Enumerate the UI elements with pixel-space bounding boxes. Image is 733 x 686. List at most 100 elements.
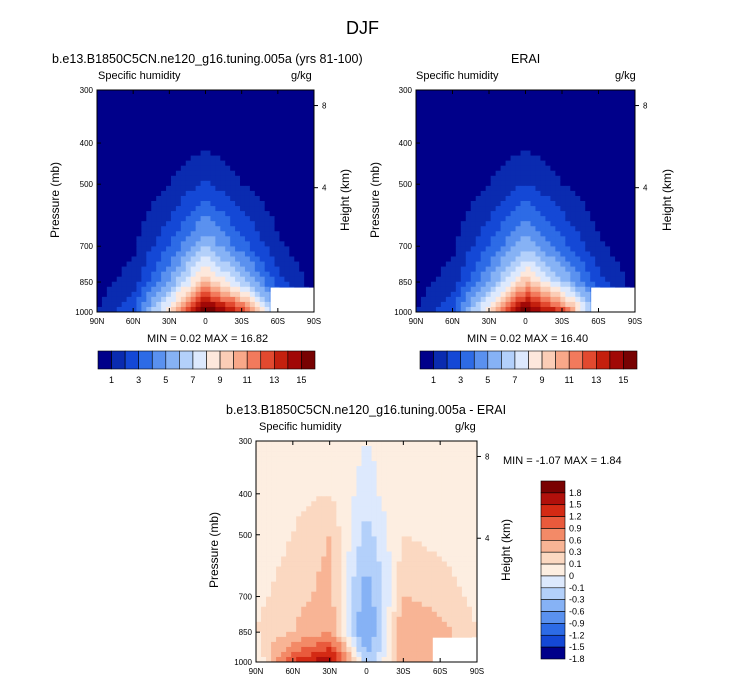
heatmap-cell [540, 261, 546, 267]
heatmap-cell [244, 201, 251, 207]
heatmap-cell [259, 135, 266, 141]
heatmap-cell [625, 236, 631, 242]
heatmap-cell [289, 180, 295, 187]
heatmap-cell [366, 446, 372, 452]
heatmap-cell [575, 246, 581, 252]
heatmap-cell [595, 125, 601, 131]
heatmap-cell [615, 236, 621, 242]
heatmap-cell [326, 481, 332, 487]
heatmap-cell [396, 441, 403, 447]
heatmap-cell [470, 281, 477, 288]
heatmap-cell [540, 165, 546, 172]
heatmap-cell [465, 160, 472, 167]
heatmap-cell [425, 175, 432, 182]
heatmap-cell [161, 170, 167, 177]
heatmap-cell [545, 251, 551, 257]
heatmap-cell [366, 531, 372, 537]
heatmap-cell [575, 276, 581, 283]
heatmap-cell [545, 261, 551, 267]
heatmap-cell [286, 521, 292, 527]
heatmap-cell [610, 226, 616, 232]
heatmap-cell [190, 125, 197, 131]
heatmap-cell [151, 266, 157, 273]
heatmap-cell [530, 115, 536, 121]
heatmap-cell [625, 241, 631, 247]
heatmap-cell [116, 95, 123, 101]
heatmap-cell [471, 441, 478, 447]
heatmap-cell [416, 155, 422, 162]
heatmap-cell [121, 195, 127, 202]
heatmap-cell [456, 536, 463, 542]
heatmap-cell [590, 155, 596, 162]
heatmap-cell [416, 306, 422, 313]
heatmap-cell [381, 476, 387, 482]
heatmap-cell [225, 221, 231, 227]
heatmap-cell [161, 261, 167, 267]
heatmap-cell [146, 246, 152, 252]
heatmap-cell [116, 216, 123, 222]
heatmap-cell [435, 175, 442, 182]
heatmap-cell [550, 231, 556, 237]
heatmap-cell [185, 150, 192, 156]
heatmap-cell [185, 296, 192, 303]
heatmap-cell [97, 236, 103, 242]
heatmap-cell [175, 160, 182, 167]
heatmap-cell [311, 441, 317, 447]
heatmap-cell [615, 140, 621, 146]
heatmap-cell [535, 120, 541, 126]
heatmap-cell [525, 190, 531, 197]
heatmap-cell [535, 140, 541, 146]
heatmap-cell [490, 95, 497, 101]
heatmap-cell [406, 516, 413, 522]
heatmap-cell [131, 120, 137, 126]
heatmap-cell [416, 120, 422, 126]
heatmap-cell [475, 140, 482, 146]
heatmap-cell [450, 241, 457, 247]
heatmap-cell [436, 541, 443, 547]
heatmap-cell [465, 221, 472, 227]
heatmap-cell [116, 241, 123, 247]
heatmap-cell [615, 281, 621, 288]
heatmap-cell [161, 241, 167, 247]
heatmap-cell [540, 256, 546, 262]
heatmap-cell [249, 216, 256, 222]
heatmap-cell [530, 251, 536, 257]
heatmap-cell [416, 115, 422, 121]
heatmap-cell [416, 221, 422, 227]
heatmap-cell [490, 145, 497, 151]
heatmap-cell [284, 90, 290, 96]
heatmap-cell [451, 471, 458, 477]
heatmap-cell [555, 165, 561, 172]
heatmap-cell [289, 266, 295, 273]
heatmap-cell [306, 476, 312, 482]
heatmap-cell [294, 145, 300, 151]
heatmap-cell [151, 256, 157, 262]
heatmap-cell [180, 195, 187, 202]
heatmap-cell [244, 271, 251, 278]
heatmap-cell [471, 501, 478, 507]
heatmap-cell [615, 165, 621, 172]
heatmap-cell [510, 251, 516, 257]
heatmap-cell [294, 100, 300, 106]
heatmap-cell [220, 105, 226, 111]
heatmap-cell [425, 190, 432, 197]
heatmap-cell [97, 185, 103, 192]
heatmap-cell [421, 486, 428, 492]
heatmap-cell [451, 521, 458, 527]
heatmap-cell [261, 496, 267, 502]
colorbar-label: 15 [296, 375, 306, 385]
heatmap-cell [259, 266, 266, 273]
heatmap-cell [205, 296, 211, 303]
heatmap-cell [210, 130, 216, 136]
heatmap-cell [550, 251, 556, 257]
heatmap-cell [269, 120, 275, 126]
heatmap-cell [205, 190, 211, 197]
heatmap-cell [436, 501, 443, 507]
heatmap-cell [425, 266, 432, 273]
heatmap-cell [151, 211, 157, 217]
heatmap-cell [426, 441, 433, 447]
heatmap-cell [505, 251, 511, 257]
heatmap-cell [525, 201, 531, 207]
heatmap-cell [136, 105, 142, 111]
heatmap-cell [309, 241, 315, 247]
